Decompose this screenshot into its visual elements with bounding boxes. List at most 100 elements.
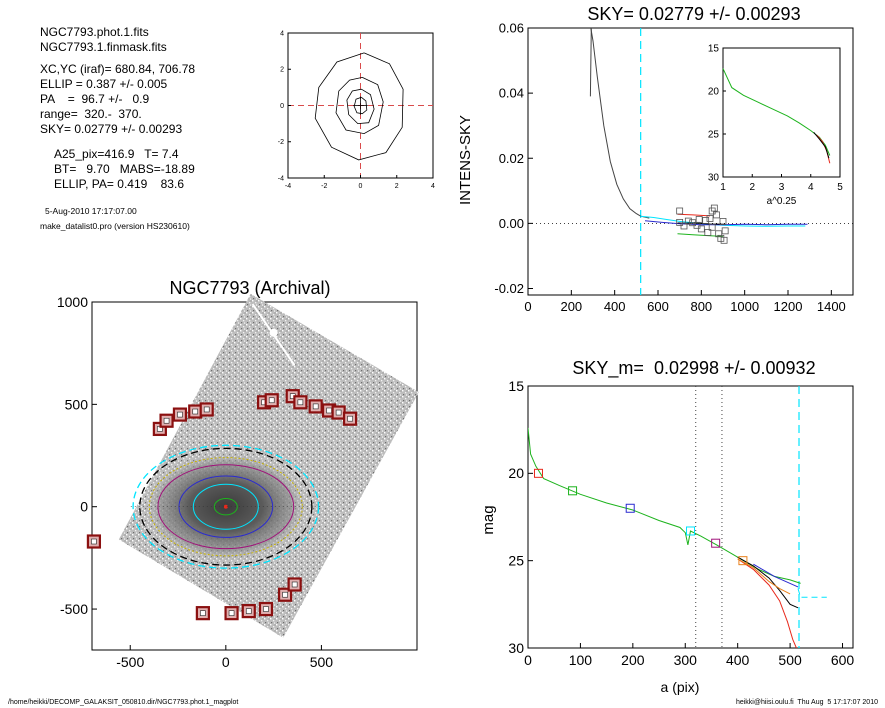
- contour-ytick-label: 2: [280, 67, 284, 74]
- info-pa: PA = 96.7 +/- 0.9: [40, 92, 150, 106]
- intens-plot-area: [528, 28, 853, 295]
- info-bt: BT= 9.70 MABS=-18.89: [54, 162, 195, 176]
- intens-square-marker: [695, 216, 703, 223]
- intens-ytick-label: -0.02: [494, 281, 524, 296]
- galaxy-sky-box-core: [326, 407, 332, 414]
- galaxy-ytick-label: 500: [65, 396, 89, 412]
- intens-xtick-label: 200: [560, 299, 582, 314]
- skym-xtick-label: 300: [674, 652, 698, 668]
- galaxy-sky-box-core: [192, 408, 199, 415]
- skym-xtick-label: 500: [778, 652, 802, 668]
- intens-square-marker: [706, 215, 714, 222]
- contour-xtick-label: -4: [285, 183, 291, 190]
- sky-m-title: SKY_m= 0.02998 +/- 0.00932: [572, 358, 815, 379]
- inset-xlabel: a^0.25: [767, 196, 797, 207]
- galaxy-isophote-ellipse-0: [213, 498, 238, 516]
- inset-ytick-label: 25: [708, 130, 720, 141]
- galaxy-sky-box-core: [312, 403, 319, 410]
- inset-ytick-label: 20: [708, 87, 720, 98]
- galaxy-xtick-label: 500: [310, 654, 334, 670]
- intens-xtick-label: 1200: [774, 299, 803, 314]
- galaxy-sky-box-core: [268, 397, 275, 404]
- skym-ytick-label: 30: [508, 640, 524, 656]
- skym-ytick-label: 20: [508, 465, 524, 481]
- info-ellip: ELLIP = 0.387 +/- 0.005: [40, 77, 168, 91]
- intens-series-4: [677, 213, 711, 217]
- skym-xtick-label: 200: [621, 652, 645, 668]
- inset-series-2: [813, 131, 830, 159]
- contour-plot: -4 -2 0 2 4 4 2 0 -2 -4: [278, 30, 435, 190]
- galaxy-sky-box-core: [177, 411, 183, 418]
- intens-square-marker: [704, 229, 712, 236]
- info-ellip-pa: ELLIP, PA= 0.419 83.6: [54, 177, 184, 191]
- sky-m-xlabel: a (pix): [661, 679, 700, 695]
- contour-line-3: [314, 52, 404, 161]
- galaxy-xtick-label: 0: [222, 654, 230, 670]
- contour-line-1: [346, 88, 375, 125]
- skym-series-3: [737, 558, 791, 595]
- contour-xtick-label: -2: [321, 183, 327, 190]
- skym-series-0: [528, 427, 801, 584]
- skym-square-marker: [711, 538, 721, 548]
- sky-m-frame: [527, 385, 854, 649]
- contour-xtick-label: 4: [431, 183, 435, 190]
- intens-xtick-label: 1000: [730, 299, 759, 314]
- galaxy-sky-box-core: [291, 581, 298, 588]
- galaxy-sky-box-core: [245, 608, 252, 614]
- intens-sky-title: SKY= 0.02779 +/- 0.00293: [587, 4, 800, 24]
- info-block: NGC7793.phot.1.fits NGC7793.1.finmask.fi…: [40, 25, 195, 231]
- intens-xtick-label: 800: [690, 299, 712, 314]
- galaxy-ytick-label: 0: [80, 499, 88, 515]
- galaxy-sky-box-core: [203, 406, 210, 413]
- intens-square-marker: [713, 211, 720, 219]
- galaxy-sky-box-core: [200, 610, 206, 616]
- skym-xtick-label: 100: [569, 652, 593, 668]
- info-filename: NGC7793.phot.1.fits: [40, 25, 149, 39]
- galaxy-ytick-label: -500: [60, 601, 88, 617]
- intens-ytick-label: 0.00: [499, 216, 524, 231]
- footer-path: /home/heikki/DECOMP_GALAKSIT_050810.dir/…: [8, 699, 238, 706]
- intens-ytick-label: 0.04: [499, 86, 524, 101]
- galaxy-sky-box-core: [282, 591, 288, 598]
- contour-xtick-label: 0: [359, 183, 363, 190]
- intens-ytick-label: 0.06: [499, 21, 524, 36]
- info-a25: A25_pix=416.9 T= 7.4: [54, 147, 179, 161]
- skym-series-1: [737, 558, 797, 648]
- inset-xtick-label: 5: [837, 182, 843, 193]
- skym-square-marker: [533, 468, 543, 478]
- galaxy-isophote-ellipse-3: [157, 464, 295, 550]
- footer-host: heikki@hiisi.oulu.fi Thu Aug 5 17:17:07 …: [736, 699, 878, 706]
- galaxy-sky-box-core: [263, 606, 269, 612]
- inset-xtick-label: 4: [808, 182, 814, 193]
- inset-frame: [722, 47, 841, 178]
- galaxy-sky-box-core: [297, 399, 304, 406]
- intens-square-marker: [721, 227, 729, 235]
- galaxy-isophote-ellipse-6: [139, 447, 313, 566]
- contour-ytick-label: -2: [278, 139, 284, 146]
- skym-square-marker: [686, 526, 695, 536]
- intens-square-marker: [715, 230, 723, 238]
- inset-ytick-label: 30: [708, 173, 720, 184]
- intens-sky-frame: [527, 27, 854, 296]
- galaxy-sky-box-core: [163, 417, 170, 424]
- contour-xtick-label: 2: [395, 183, 399, 190]
- galaxy-isophote-ellipse-1: [192, 483, 259, 530]
- contour-line-0: [353, 96, 368, 115]
- inset-xtick-label: 2: [749, 182, 755, 193]
- galaxy-sky-box-core: [228, 610, 235, 616]
- contour-ytick-label: -4: [278, 175, 284, 182]
- intens-square-marker: [676, 207, 684, 215]
- galaxy-xtick-label: -500: [116, 654, 144, 670]
- info-version: make_datalist0.pro (version HS230610): [40, 221, 190, 231]
- skym-ytick-label: 25: [508, 553, 524, 569]
- galaxy-sky-box-core: [347, 415, 353, 422]
- skym-ytick-label: 15: [508, 378, 524, 394]
- info-center: XC,YC (iraf)= 680.84, 706.78: [40, 62, 195, 76]
- contour-ytick-label: 4: [280, 30, 284, 37]
- intens-square-marker: [708, 223, 716, 231]
- galaxy-isophote-ellipse-4: [148, 457, 303, 557]
- galaxy-isophote-ellipse-5: [132, 444, 320, 569]
- intens-square-marker: [708, 207, 716, 215]
- inset-xtick-label: 1: [720, 182, 726, 193]
